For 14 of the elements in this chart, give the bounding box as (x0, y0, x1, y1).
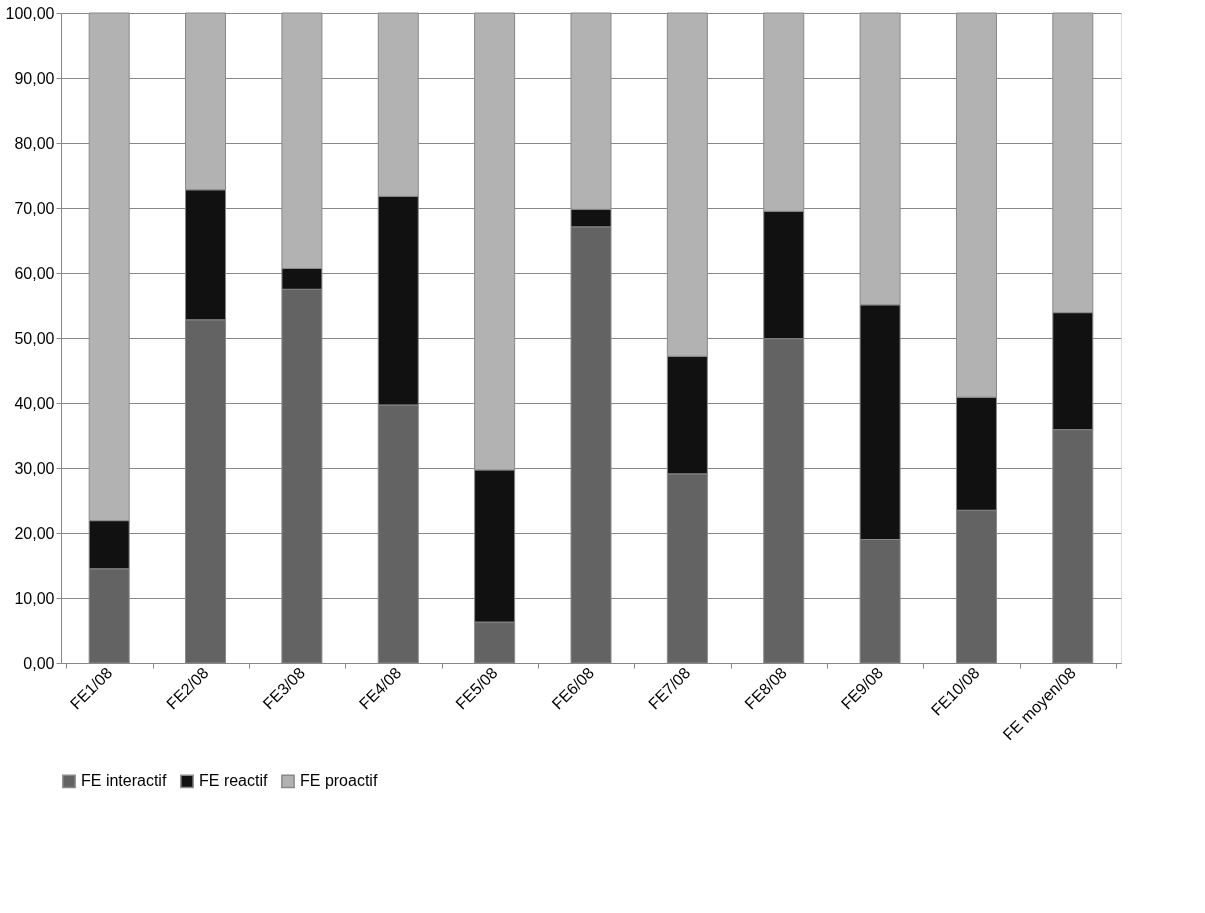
y-tick-label: 90,00 (14, 69, 55, 87)
legend-label: FE proactif (300, 772, 378, 790)
y-tick-label: 80,00 (14, 134, 55, 152)
y-tick-label: 20,00 (14, 524, 55, 542)
y-tick-label: 60,00 (14, 264, 55, 282)
y-tick-label: 10,00 (14, 589, 55, 607)
legend-label: FE reactif (199, 772, 269, 790)
y-tick-label: 50,00 (14, 329, 55, 347)
legend-label: FE interactif (81, 772, 167, 790)
y-tick-label: 40,00 (14, 394, 55, 412)
y-tick-label: 30,00 (14, 459, 55, 477)
y-tick-label: 100,00 (5, 4, 55, 22)
y-tick-label: 70,00 (14, 199, 55, 217)
y-tick-label: 0,00 (23, 654, 55, 672)
